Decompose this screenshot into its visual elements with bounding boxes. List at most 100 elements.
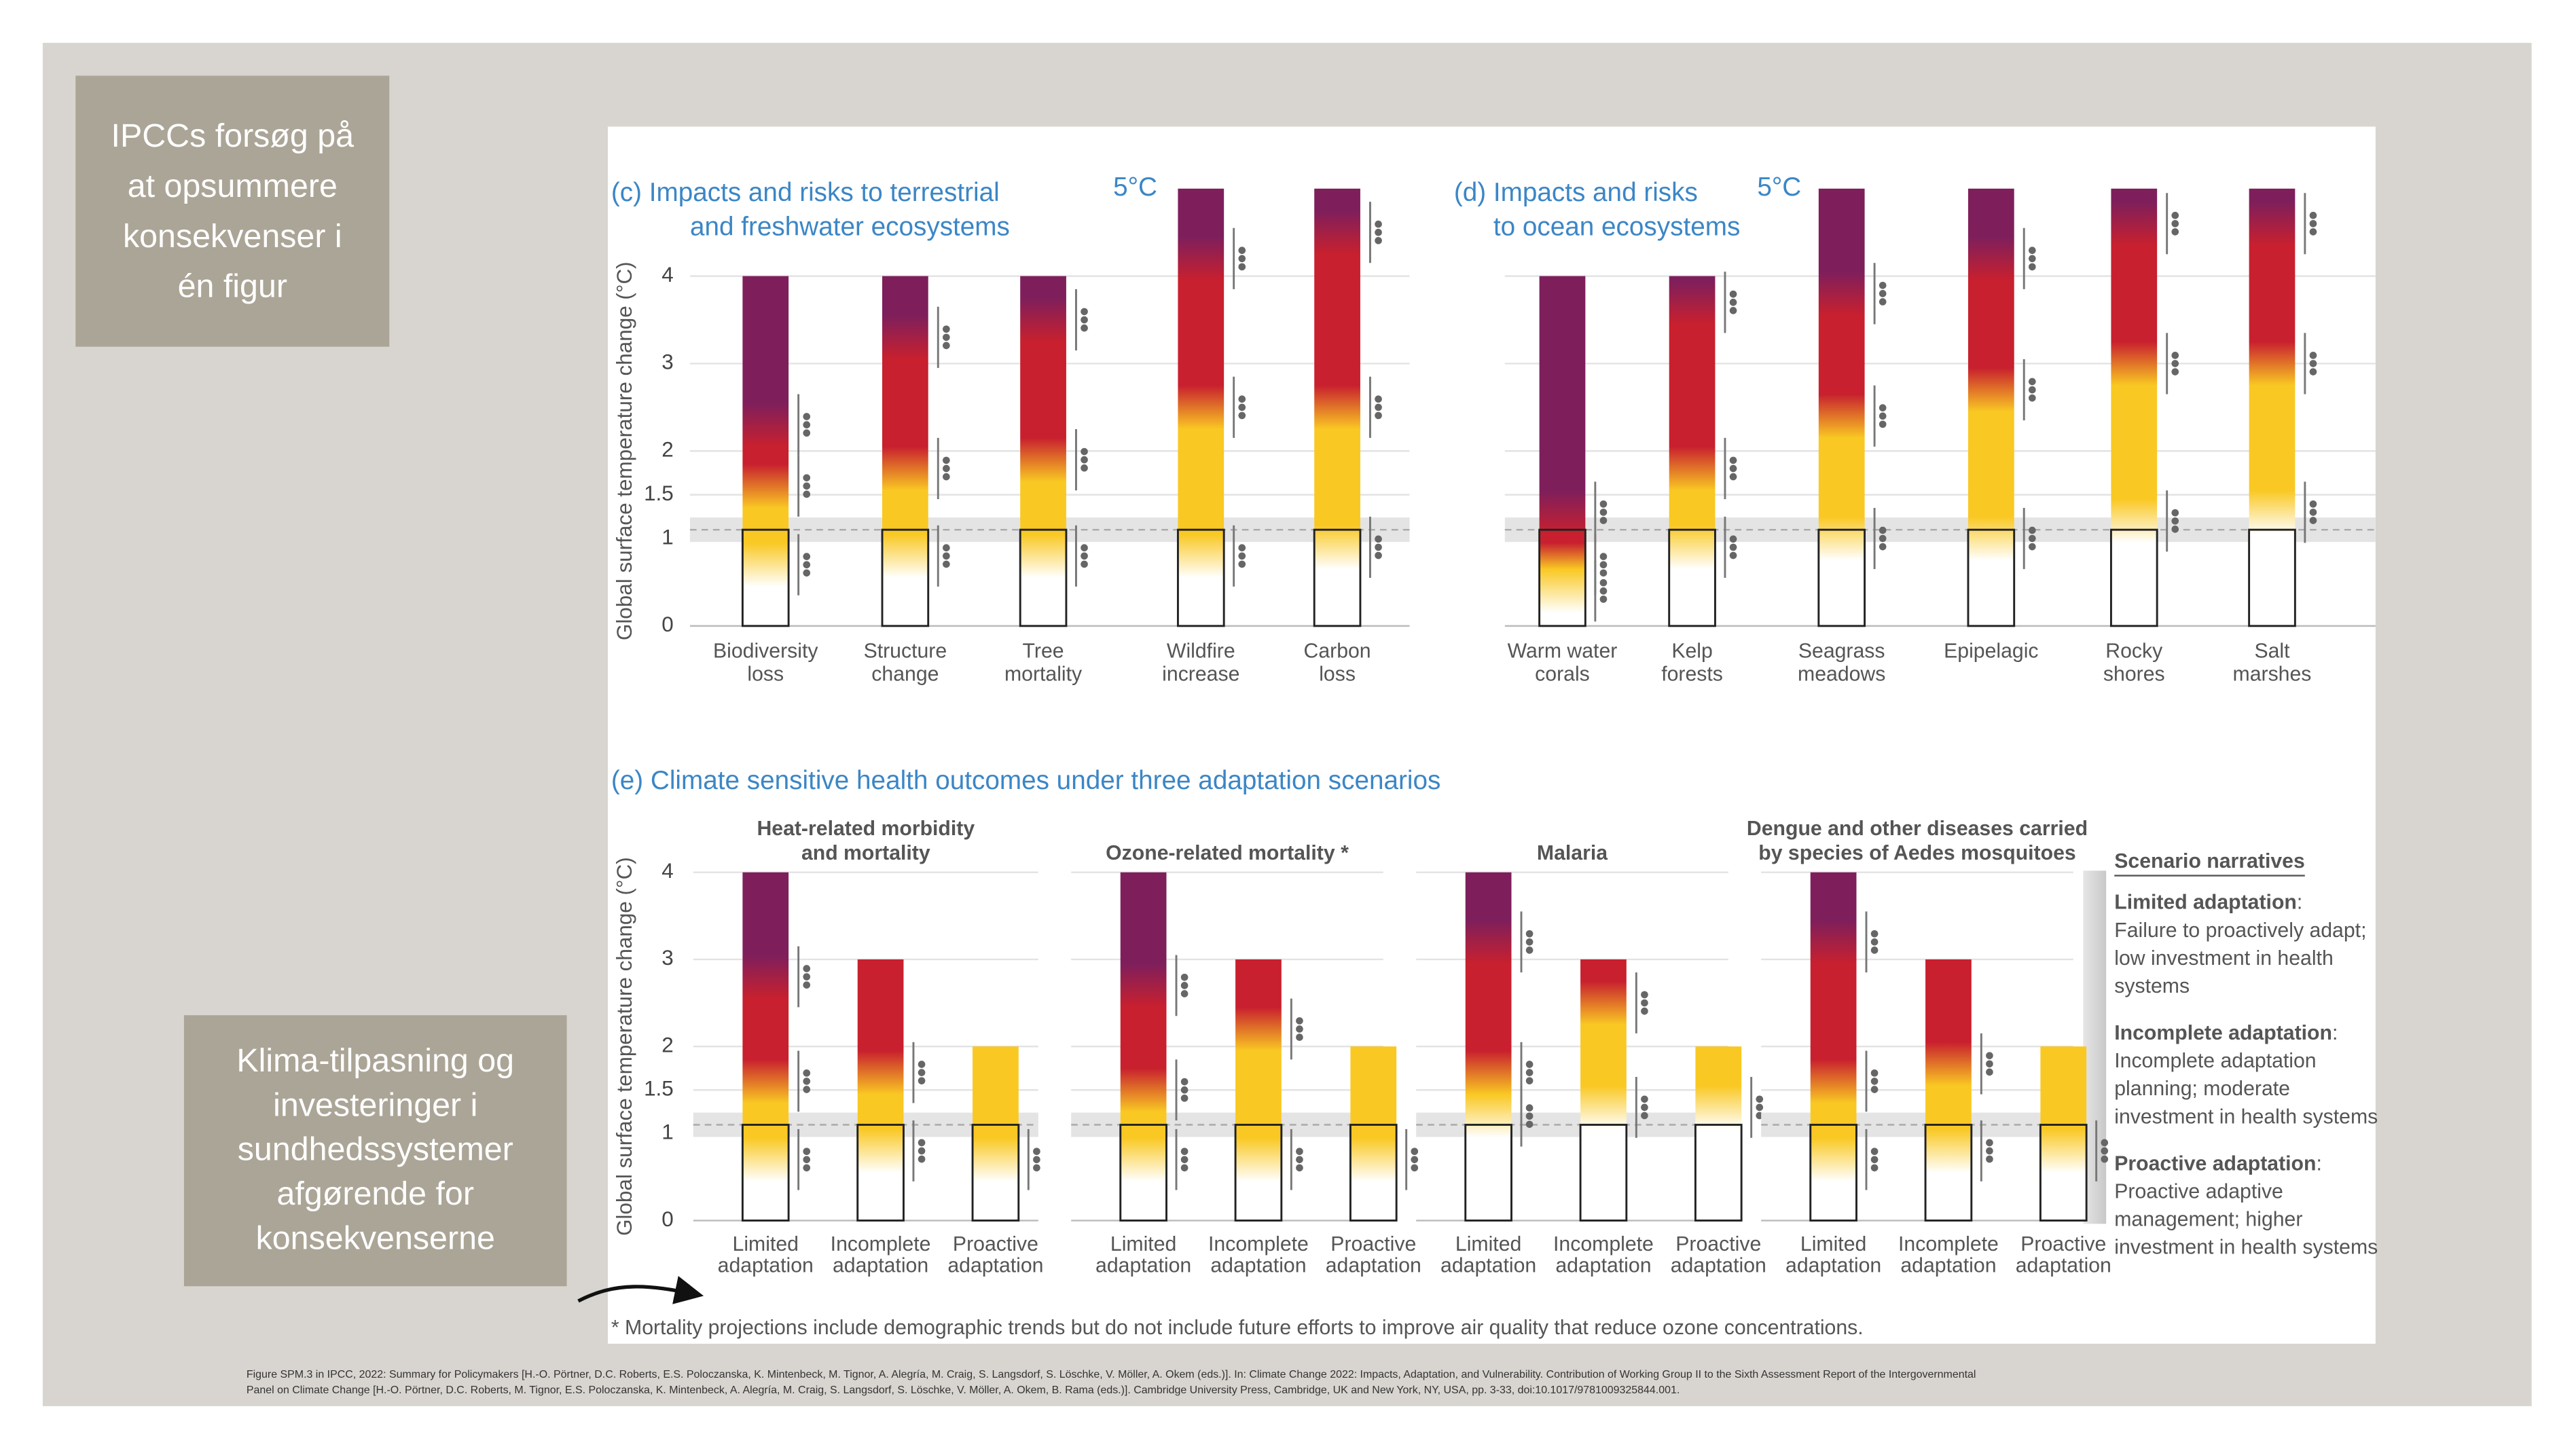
- note-bottom-line: sundhedssystemer: [238, 1131, 513, 1168]
- confidence-dot: [1375, 535, 1382, 543]
- confidence-dot: [1411, 1148, 1419, 1156]
- confidence-dot: [1879, 543, 1887, 551]
- confidence-dot: [918, 1077, 926, 1085]
- present-day-outline: [2039, 1124, 2088, 1222]
- ember-bar: [1925, 959, 1972, 1221]
- confidence-dot: [1375, 395, 1382, 403]
- y-tick-label: 1: [661, 525, 673, 549]
- confidence-dot: [1180, 1095, 1189, 1102]
- confidence-dot: [918, 1155, 926, 1163]
- x-tick-label: adaptation: [718, 1254, 814, 1277]
- x-tick-label: meadows: [1798, 663, 1885, 685]
- source-line: Panel on Climate Change [H.-O. Pörtner, …: [247, 1384, 1680, 1396]
- confidence-dot: [803, 973, 811, 980]
- present-day-outline: [741, 1124, 790, 1222]
- confidence-dot: [803, 981, 811, 989]
- confidence-dot: [1525, 1104, 1534, 1112]
- confidence-dot: [2309, 360, 2317, 367]
- confidence-dot: [1599, 579, 1608, 587]
- confidence-dot: [1729, 456, 1737, 464]
- x-tick-label: Warm water: [1508, 640, 1618, 663]
- present-day-outline: [1019, 528, 1068, 627]
- group-title: Heat-related morbidity: [757, 818, 975, 840]
- confidence-dot: [2028, 386, 2036, 394]
- ember-bar: [857, 959, 904, 1221]
- note-top-line: konsekvenser i: [123, 218, 342, 255]
- confidence-dot: [2171, 211, 2179, 219]
- confidence-dot: [1525, 938, 1534, 946]
- source-line: Figure SPM.3 in IPCC, 2022: Summary for …: [247, 1369, 1976, 1380]
- confidence-dot: [1599, 509, 1608, 516]
- confidence-dot: [2309, 220, 2317, 227]
- confidence-dot: [1375, 228, 1382, 236]
- present-day-outline: [2248, 528, 2296, 627]
- footnote: * Mortality projections include demograp…: [611, 1317, 1864, 1339]
- narrative-line: investment in health systems: [2114, 1105, 2378, 1128]
- x-tick-label: marshes: [2233, 663, 2312, 685]
- confidence-dot: [1729, 298, 1737, 306]
- present-day-outline: [1538, 528, 1586, 627]
- note-bottom-line: konsekvenserne: [256, 1219, 495, 1256]
- confidence-dot: [1870, 1156, 1879, 1164]
- narrative-line: management; higher: [2114, 1209, 2302, 1231]
- x-tick-label: adaptation: [2016, 1254, 2111, 1277]
- x-tick-label: Proactive: [953, 1233, 1038, 1255]
- confidence-dot: [1238, 411, 1246, 420]
- confidence-dot: [1375, 236, 1382, 244]
- confidence-dot: [2028, 534, 2036, 543]
- group-title: and mortality: [801, 842, 930, 864]
- confidence-dot: [1375, 403, 1382, 411]
- confidence-dot: [943, 456, 950, 464]
- present-day-outline: [1967, 528, 2016, 627]
- confidence-dot: [2028, 246, 2036, 255]
- confidence-dot: [803, 1156, 811, 1164]
- confidence-dot: [1033, 1164, 1040, 1172]
- confidence-dot: [943, 544, 950, 552]
- panel-title: to ocean ecosystems: [1493, 213, 1740, 242]
- ember-bar: [1818, 188, 1865, 626]
- confidence-dot: [1238, 255, 1246, 263]
- confidence-dot: [1986, 1068, 1993, 1076]
- present-day-outline: [1668, 528, 1716, 627]
- ember-bar: [1020, 276, 1066, 626]
- confidence-dot: [1729, 307, 1737, 314]
- ember-bar: [1350, 1046, 1397, 1221]
- present-day-outline: [1817, 528, 1866, 627]
- confidence-dot: [803, 474, 811, 481]
- note-bottom-line: investeringer i: [273, 1086, 477, 1123]
- x-tick-label: Kelp: [1671, 640, 1712, 663]
- confidence-dot: [1986, 1155, 1993, 1163]
- confidence-dot: [1599, 561, 1608, 569]
- x-tick-label: loss: [747, 663, 784, 685]
- narrative-colon: :: [2332, 1022, 2338, 1044]
- confidence-dot: [803, 482, 811, 490]
- x-tick-label: change: [871, 663, 939, 685]
- present-day-outline: [1176, 528, 1225, 627]
- confidence-dot: [2171, 368, 2179, 375]
- panel-title: and freshwater ecosystems: [690, 213, 1010, 242]
- confidence-dot: [918, 1069, 926, 1076]
- confidence-dot: [1081, 464, 1088, 472]
- confidence-dot: [1525, 930, 1534, 938]
- x-tick-label: Limited: [733, 1233, 799, 1255]
- y-tick-label: 4: [661, 859, 673, 883]
- confidence-dot: [2309, 352, 2317, 359]
- x-tick-label: Carbon: [1304, 640, 1371, 663]
- x-tick-label: adaptation: [1900, 1254, 1996, 1277]
- confidence-dot: [1238, 403, 1246, 411]
- confidence-dot: [1870, 1078, 1879, 1085]
- x-tick-label: Proactive: [1675, 1233, 1761, 1255]
- ember-bar: [1314, 188, 1360, 626]
- narrative-line: Failure to proactively adapt;: [2114, 919, 2366, 942]
- confidence-dot: [1180, 973, 1189, 981]
- confidence-dot: [2101, 1139, 2109, 1147]
- narrative-heading: Limited adaptation: [2114, 892, 2297, 914]
- x-tick-label: adaptation: [1210, 1254, 1306, 1277]
- x-tick-label: adaptation: [1326, 1254, 1421, 1277]
- x-tick-label: Tree: [1023, 640, 1064, 663]
- x-tick-label: Limited: [1800, 1233, 1866, 1255]
- ember-bar: [1580, 959, 1627, 1221]
- confidence-dot: [1599, 500, 1608, 508]
- x-tick-label: Incomplete: [1553, 1233, 1654, 1255]
